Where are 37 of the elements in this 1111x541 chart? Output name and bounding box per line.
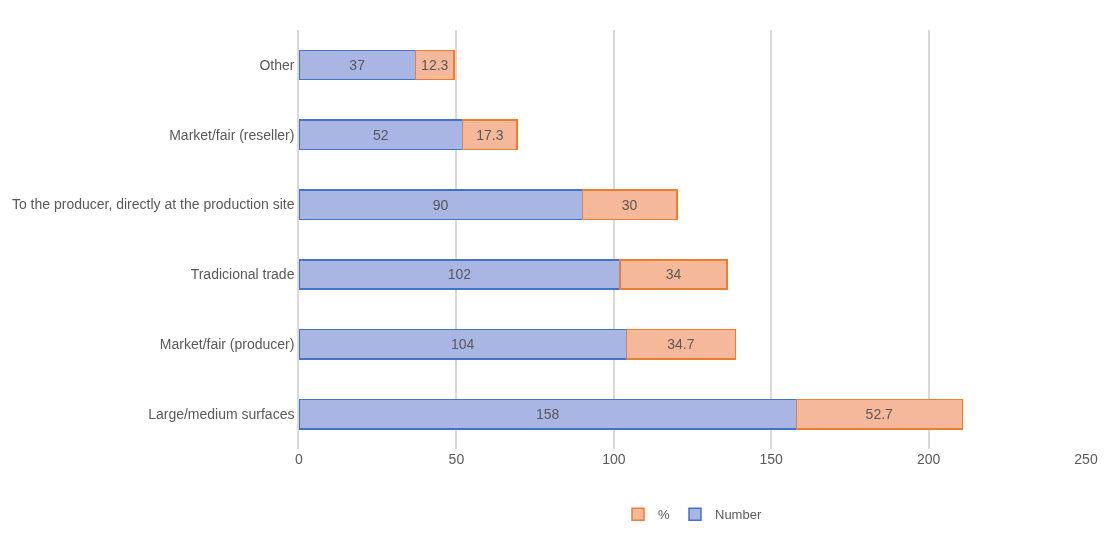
bar [299,189,584,220]
y-tick-label: Market/fair (reseller) [169,126,295,143]
x-tick-label: 0 [295,451,304,467]
y-tick-label: Other [259,56,295,73]
data-label: 52.7 [865,406,894,423]
bar [619,259,728,290]
x-tick-label: 100 [602,451,626,467]
data-label: 90 [432,196,449,213]
bar [299,49,417,81]
data-label: 34.7 [667,336,695,353]
data-label: 102 [447,266,472,283]
bar [299,398,798,430]
data-label: 104 [450,336,475,353]
data-label: 158 [535,406,560,423]
data-label: 52 [372,126,389,143]
data-label: 12.3 [421,56,449,73]
bar [299,119,464,151]
bar [299,328,628,360]
y-tick-label: To the producer, directly at the production site [11,196,295,213]
data-label: 37 [349,56,366,73]
y-tick-label: Large/medium surfaces [148,405,295,422]
legend-label: % [658,507,670,523]
legend-label: Number [715,507,762,523]
data-label: 17.3 [476,126,504,143]
bar [625,328,737,360]
x-tick-label: 150 [759,451,784,467]
data-label: 34 [665,266,682,283]
data-label: 30 [621,196,638,213]
x-tick-label: 200 [916,451,941,467]
y-tick-label: Market/fair (producer) [159,336,295,353]
bar [795,398,964,430]
y-tick-label: Tradicional trade [190,266,295,283]
x-tick-label: 50 [448,451,465,467]
bar [581,189,678,220]
bar [461,119,518,151]
x-tick-label: 250 [1074,451,1098,467]
bar [299,259,621,290]
